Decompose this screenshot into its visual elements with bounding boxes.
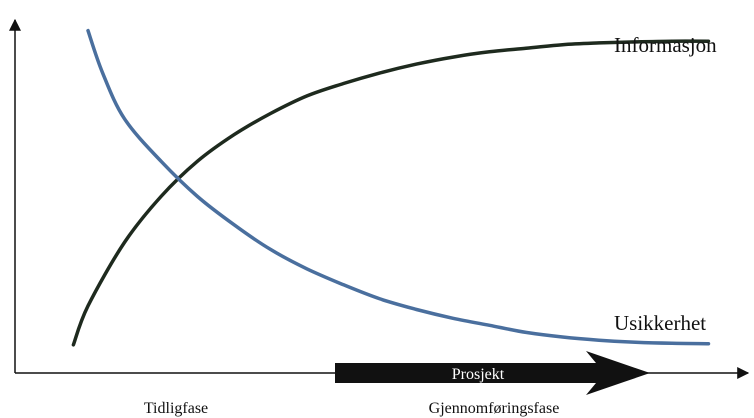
- series-line-informasjon: [73, 41, 708, 345]
- series-label-usikkerhet: Usikkerhet: [614, 311, 706, 335]
- series-label-informasjon: Informasjon: [614, 33, 717, 57]
- series-line-usikkerhet: [88, 31, 709, 344]
- phase-label-gjennomforingsfase: Gjennomføringsfase: [429, 400, 560, 417]
- phase-label-tidligfase: Tidligfase: [144, 400, 208, 417]
- project-arrow-label: Prosjekt: [452, 366, 505, 383]
